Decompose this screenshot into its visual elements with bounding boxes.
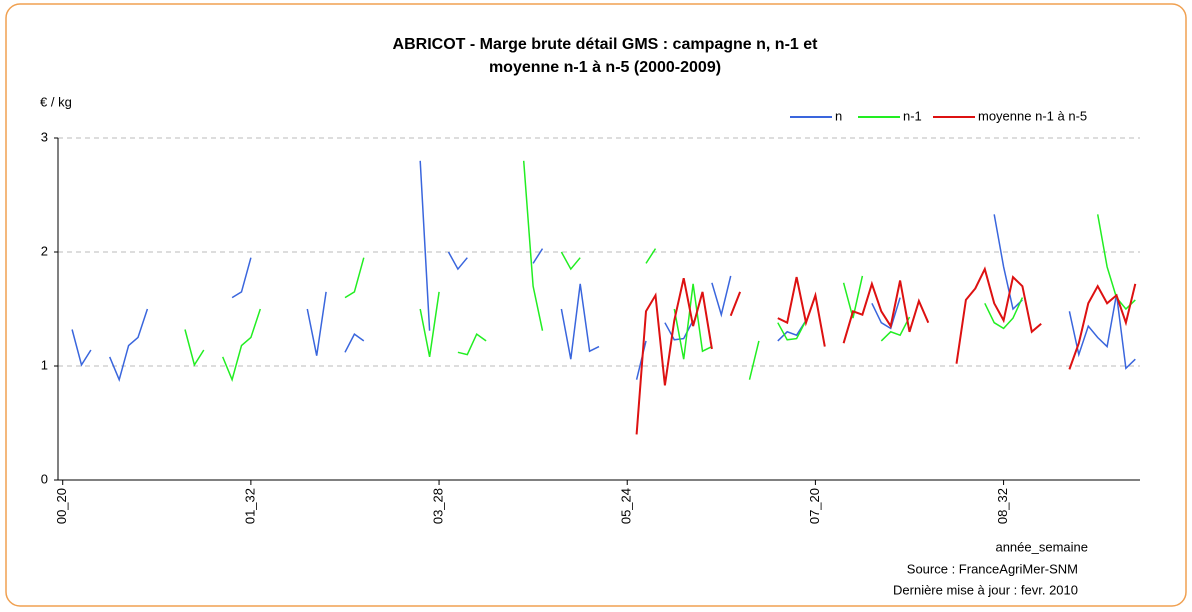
- series-line: [635, 266, 1137, 435]
- y-tick-label: 3: [41, 129, 48, 144]
- x-tick-label: 00_20: [54, 488, 69, 524]
- series-line: [184, 160, 1136, 383]
- legend-label: n-1: [903, 108, 922, 123]
- x-tick-label: 01_32: [242, 488, 257, 524]
- y-tick-label: 1: [41, 357, 48, 372]
- update-note: Dernière mise à jour : fevr. 2010: [893, 582, 1078, 597]
- chart-title: moyenne n-1 à n-5 (2000-2009): [489, 59, 721, 76]
- frame: [5, 3, 1187, 607]
- series-line: [71, 160, 1136, 382]
- legend-label: moyenne n-1 à n-5: [978, 108, 1087, 123]
- y-tick-label: 2: [41, 243, 48, 258]
- x-axis-label: année_semaine: [995, 539, 1088, 554]
- y-axis-label: € / kg: [40, 94, 72, 109]
- x-tick-label: 08_32: [995, 488, 1010, 524]
- x-tick-label: 07_20: [807, 488, 822, 524]
- source: Source : FranceAgriMer-SNM: [907, 561, 1078, 576]
- y-tick-label: 0: [41, 471, 48, 486]
- legend-label: n: [835, 108, 842, 123]
- x-tick-label: 03_28: [430, 488, 445, 524]
- chart-title: ABRICOT - Marge brute détail GMS : campa…: [393, 36, 819, 53]
- x-tick-label: 05_24: [619, 488, 634, 524]
